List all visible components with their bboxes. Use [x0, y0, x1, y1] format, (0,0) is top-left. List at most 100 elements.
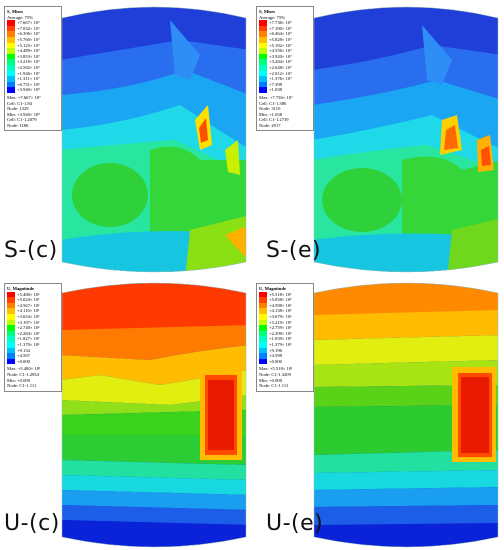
legend-value: +7.100× 10⁷ [269, 25, 292, 31]
legend-swatch [259, 358, 267, 365]
contour-legend: U, Magnitude +5.480× 10¹ +5.024× 10¹ +4.56… [4, 283, 62, 392]
stress-contour-plot [61, 6, 247, 273]
legend-row: +2.648× 10⁷ [259, 64, 311, 71]
contour-legend: U, Magnitude +5.518× 10¹ +5.058× 10¹ +4.59… [256, 283, 314, 392]
legend-value: +7.032× 10⁷ [17, 25, 40, 31]
legend-info-line: Node: 2917 [259, 122, 281, 128]
legend-title: U, Magnitude [7, 286, 35, 291]
legend-swatch [259, 81, 267, 88]
legend-value: +2.759× 10¹ [269, 325, 292, 331]
legend-row: +3.284× 10⁷ [259, 59, 311, 65]
legend-info-line: Node: 1329 [7, 106, 29, 112]
panel-caption: U-(c) [4, 511, 60, 536]
panel-u-c: U, Magnitude +5.480× 10¹ +5.024× 10¹ +4.56… [0, 275, 252, 550]
legend-value: +3.219× 10¹ [269, 319, 292, 325]
legend-row: +3.920× 10⁷ [259, 53, 311, 60]
legend-row: +3.197× 10¹ [7, 319, 59, 326]
legend-swatch [259, 64, 267, 71]
legend-swatch [259, 76, 267, 82]
legend-row: +2.582× 10⁷ [7, 64, 59, 71]
legend-swatch [259, 347, 267, 354]
legend-row: +4.567 [7, 353, 59, 359]
legend-value: +9.196 [269, 347, 282, 353]
legend-row: +3.218× 10⁷ [7, 59, 59, 65]
legend-swatch [7, 302, 15, 309]
legend-row: +7.736× 10⁷ [259, 20, 311, 26]
legend-row: +3.654× 10¹ [7, 313, 59, 320]
legend-row: +4.489× 10⁷ [7, 48, 59, 54]
legend-row: +4.567× 10¹ [7, 302, 59, 309]
legend-info-line: Node: C1-1.2934 [7, 371, 39, 377]
legend-row: +9.196 [259, 347, 311, 354]
legend-row: +5.760× 10⁷ [7, 36, 59, 43]
legend-value: +1.946× 10⁷ [17, 70, 40, 76]
legend-value: +4.138× 10¹ [269, 308, 292, 314]
legend-value: +9.134 [17, 347, 30, 353]
legend-swatch [259, 291, 267, 298]
legend-info-line: Cell: C1-1.84 [7, 100, 33, 106]
legend-scale: +7.736× 10⁷ +7.100× 10⁷ +6.464× 10⁷ +5.828×… [259, 20, 311, 93]
legend-row: +2.759× 10¹ [259, 325, 311, 331]
legend-swatch [259, 330, 267, 337]
legend-info-line: Min: +3.940× 10⁵ [7, 111, 40, 117]
legend-value: +1.827× 10¹ [17, 336, 40, 342]
legend-value: +4.489× 10⁷ [17, 48, 40, 54]
legend-row: +1.839× 10¹ [259, 336, 311, 342]
legend-swatch [7, 336, 15, 342]
legend-subtitle: Average: 75% [7, 14, 34, 20]
legend-value: +0.000 [17, 358, 30, 364]
legend-swatch [7, 353, 15, 359]
legend-value: +4.598 [269, 353, 282, 359]
legend-swatch [7, 20, 15, 26]
legend-scale: +5.480× 10¹ +5.024× 10¹ +4.567× 10¹ +4.110×… [7, 291, 59, 365]
legend-value: +4.567× 10¹ [17, 302, 40, 308]
displacement-contour-plot [61, 282, 247, 548]
panel-caption: U-(e) [266, 511, 324, 536]
legend-swatch [7, 291, 15, 298]
legend-row: +5.192× 10⁷ [259, 42, 311, 49]
legend-row: +5.024× 10¹ [7, 297, 59, 303]
legend-value: +5.024× 10¹ [17, 297, 40, 303]
legend-info: Max: +7.667× 10⁷ Cell: C1-1.84 Node: 1329 M… [7, 95, 59, 129]
legend-info: Max: +5.518× 10¹ Node: C1-1.3209 Min: +0.0… [259, 366, 311, 388]
contour-legend: S, Mises Average: 75% +7.667× 10⁷ +7.032×… [4, 6, 62, 132]
legend-swatch [259, 31, 267, 37]
legend-swatch [7, 319, 15, 326]
legend-swatch [259, 59, 267, 65]
legend-info-line: Node: C1-1.111 [7, 383, 37, 389]
legend-value: +5.058× 10¹ [269, 297, 292, 303]
legend-swatch [7, 341, 15, 348]
legend-row: +4.598 [259, 353, 311, 359]
legend-swatch [7, 87, 15, 93]
legend-row: +4.598× 10¹ [259, 302, 311, 309]
legend-swatch [7, 25, 15, 32]
legend-row: +2.299× 10¹ [259, 330, 311, 337]
legend-value: +3.920× 10⁷ [269, 53, 292, 59]
panel-s-e: S, Mises Average: 75% +7.736× 10⁷ +7.100×… [252, 0, 504, 275]
legend-value: +2.648× 10⁷ [269, 64, 292, 70]
panel-caption: S-(e) [266, 238, 322, 263]
legend-swatch [7, 59, 15, 65]
legend-swatch [7, 64, 15, 71]
legend-swatch [259, 20, 267, 26]
legend-value: +4.567 [17, 353, 30, 359]
legend-info: Max: +7.736× 10⁷ Cell: C1-1.386 Node: 3110… [259, 95, 311, 129]
legend-swatch [7, 358, 15, 365]
legend-swatch [7, 31, 15, 37]
legend-row: +5.828× 10⁷ [259, 36, 311, 43]
legend-value: +0.000 [269, 358, 282, 364]
legend-swatch [7, 53, 15, 60]
legend-row: +5.480× 10¹ [7, 291, 59, 298]
legend-row: +6.396× 10⁷ [7, 31, 59, 37]
legend-swatch [7, 308, 15, 314]
legend-value: +7.398 [269, 81, 282, 87]
legend-title: S, Mises [259, 9, 276, 14]
legend-value: +5.760× 10⁷ [17, 36, 40, 42]
legend-swatch [7, 297, 15, 303]
legend-value: +3.218× 10⁷ [17, 59, 40, 65]
legend-info-line: Cell: C1-1.386 [259, 100, 287, 106]
legend-value: +3.853× 10⁷ [17, 53, 40, 59]
legend-swatch [7, 76, 15, 82]
legend-row: +6.464× 10⁷ [259, 31, 311, 37]
legend-swatch [7, 36, 15, 43]
